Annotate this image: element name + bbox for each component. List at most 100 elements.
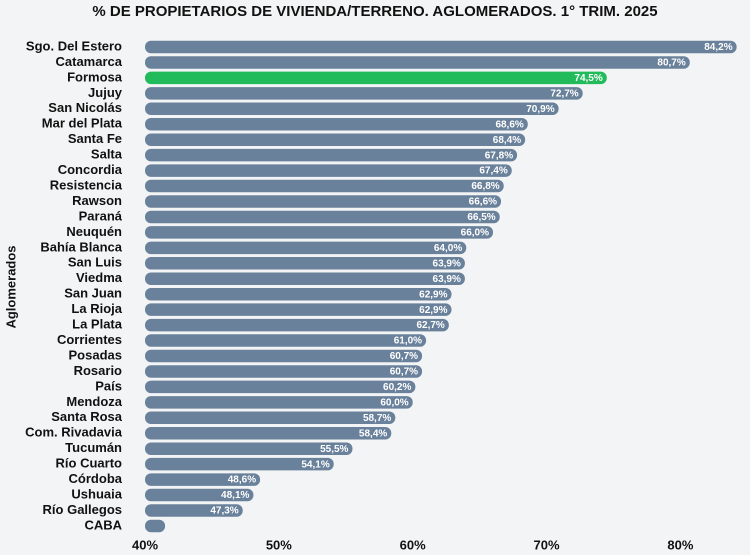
bar	[145, 102, 559, 116]
x-tick-label: 60%	[400, 537, 426, 552]
bar	[145, 272, 465, 285]
bar	[145, 380, 416, 394]
value-label: 66,0%	[461, 228, 489, 239]
y-tick-label: Río Gallegos	[43, 502, 122, 517]
y-tick-label: Rawson	[72, 193, 122, 208]
y-tick-label: Catamarca	[56, 54, 123, 69]
value-label: 63,9%	[433, 258, 461, 269]
y-tick-label: Posadas	[69, 347, 122, 362]
bar	[145, 349, 423, 363]
value-label: 80,7%	[657, 58, 685, 69]
value-label: 55,5%	[320, 444, 348, 455]
bar	[145, 210, 500, 224]
bar	[145, 473, 261, 486]
y-tick-label: San Nicolás	[48, 100, 122, 115]
value-label: 72,7%	[550, 88, 578, 99]
value-label: 61,0%	[394, 336, 422, 347]
y-tick-label: Santa Rosa	[51, 409, 123, 424]
bar	[145, 396, 413, 409]
bar	[145, 226, 494, 239]
value-label: 60,2%	[383, 382, 411, 393]
y-tick-label: Mar del Plata	[42, 116, 123, 131]
y-tick-label: Com. Rivadavia	[25, 425, 123, 440]
bar	[145, 257, 465, 270]
bar	[145, 287, 452, 301]
y-tick-label: Jujuy	[88, 85, 123, 100]
bar	[145, 457, 334, 471]
y-axis-title: Aglomerados	[3, 245, 18, 328]
bar	[145, 118, 528, 131]
value-label: 63,9%	[433, 274, 461, 285]
chart-title: % DE PROPIETARIOS DE VIVIENDA/TERRENO. A…	[92, 3, 657, 20]
bar	[145, 411, 396, 425]
value-label: 54,1%	[301, 459, 329, 470]
value-label: 66,8%	[471, 181, 499, 192]
value-label: 62,7%	[416, 320, 444, 331]
y-tick-label: Salta	[91, 147, 123, 162]
bar	[145, 334, 427, 347]
y-tick-label: San Juan	[64, 286, 122, 301]
y-tick-label: La Rioja	[71, 301, 122, 316]
bar	[145, 195, 502, 208]
bar	[145, 71, 607, 85]
y-tick-label: Mendoza	[66, 394, 122, 409]
y-tick-label: San Luis	[68, 255, 122, 270]
bar	[145, 164, 512, 177]
y-tick-label: Resistencia	[50, 177, 123, 192]
value-label: 58,4%	[359, 428, 387, 439]
value-label: 67,4%	[479, 166, 507, 177]
bar	[145, 365, 423, 378]
value-label: 74,5%	[574, 73, 602, 84]
value-label: 68,4%	[493, 135, 521, 146]
bar	[145, 442, 353, 455]
value-label: 60,0%	[380, 397, 408, 408]
x-tick-label: 40%	[132, 537, 158, 552]
bar	[145, 241, 467, 255]
value-label: 58,7%	[363, 413, 391, 424]
x-tick-label: 80%	[667, 537, 693, 552]
bar	[145, 488, 254, 502]
y-tick-label: Formosa	[67, 69, 123, 84]
bar	[145, 427, 392, 440]
y-tick-label: Santa Fe	[68, 131, 122, 146]
value-label: 67,8%	[485, 150, 513, 161]
y-tick-label: País	[95, 378, 122, 393]
y-tick-label: Tucumán	[65, 440, 122, 455]
y-tick-label: Rosario	[74, 363, 122, 378]
y-tick-label: Paraná	[79, 208, 123, 223]
value-label: 68,6%	[495, 119, 523, 130]
bar	[145, 40, 737, 54]
y-tick-label: La Plata	[72, 317, 123, 332]
value-label: 60,7%	[390, 367, 418, 378]
bar	[145, 148, 518, 162]
y-tick-label: Río Cuarto	[56, 456, 123, 471]
value-label: 60,7%	[390, 351, 418, 362]
value-label: 66,6%	[469, 197, 497, 208]
y-tick-label: Neuquén	[66, 224, 122, 239]
bar	[145, 318, 449, 332]
bar	[145, 133, 526, 146]
bar	[145, 179, 504, 193]
value-label: 64,0%	[434, 243, 462, 254]
y-tick-label: Sgo. Del Estero	[26, 38, 122, 53]
value-label: 62,9%	[419, 305, 447, 316]
y-tick-label: Corrientes	[57, 332, 122, 347]
y-tick-label: Viedma	[76, 270, 123, 285]
y-tick-label: Córdoba	[69, 471, 123, 486]
bar	[145, 303, 452, 316]
y-tick-label: Bahía Blanca	[40, 239, 122, 254]
bar	[145, 504, 243, 517]
value-label: 70,9%	[526, 104, 554, 115]
x-tick-label: 50%	[266, 537, 292, 552]
y-tick-label: Ushuaia	[71, 486, 122, 501]
value-label: 48,1%	[221, 490, 249, 501]
bar	[145, 87, 583, 100]
value-label: 84,2%	[704, 42, 732, 53]
value-label: 62,9%	[419, 289, 447, 300]
value-label: 48,6%	[228, 475, 256, 486]
bar	[145, 56, 690, 69]
y-tick-label: CABA	[84, 517, 122, 532]
bar	[145, 519, 166, 533]
x-tick-label: 70%	[534, 537, 560, 552]
